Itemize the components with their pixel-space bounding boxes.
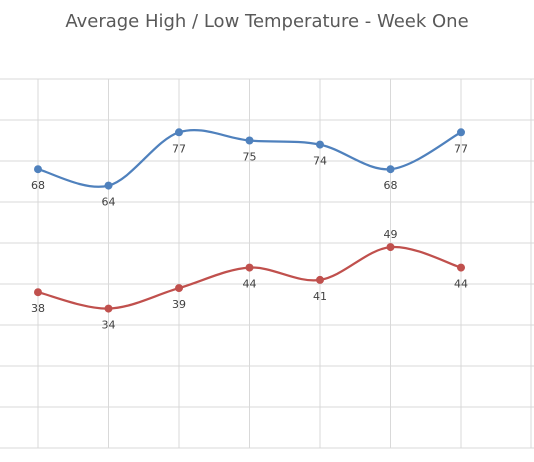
series-2-point (316, 275, 324, 284)
data-label: 75 (243, 151, 257, 164)
gridlines (0, 78, 534, 449)
series-1-point (316, 140, 324, 149)
series-1-point (34, 165, 42, 174)
series-1-point (457, 128, 465, 137)
series-1-point (104, 181, 113, 190)
data-label: 44 (243, 278, 257, 291)
series-2-point (175, 284, 183, 293)
data-label: 49 (384, 228, 398, 241)
data-label: 64 (102, 196, 116, 209)
data-label: 39 (172, 298, 186, 311)
series-2-point (104, 304, 113, 313)
series-layer: 68 64 77 75 74 68 77 38 34 39 44 41 49 44 (31, 128, 468, 332)
data-label: 77 (172, 142, 186, 155)
series-2-point (245, 263, 254, 272)
data-label: 38 (31, 302, 45, 315)
series-1-point (245, 136, 254, 145)
data-label: 34 (102, 319, 116, 332)
chart-title: Average High / Low Temperature - Week On… (65, 11, 469, 32)
data-label: 68 (384, 179, 398, 192)
series-2-point (34, 288, 42, 297)
series-1-point (386, 165, 395, 174)
series-2-point (386, 243, 395, 252)
data-label: 68 (31, 179, 45, 192)
data-label: 74 (313, 155, 327, 168)
data-label: 77 (454, 142, 468, 155)
series-1-point (175, 128, 183, 137)
data-label: 44 (454, 278, 468, 291)
data-label: 41 (313, 290, 327, 303)
series-2-point (457, 263, 465, 272)
